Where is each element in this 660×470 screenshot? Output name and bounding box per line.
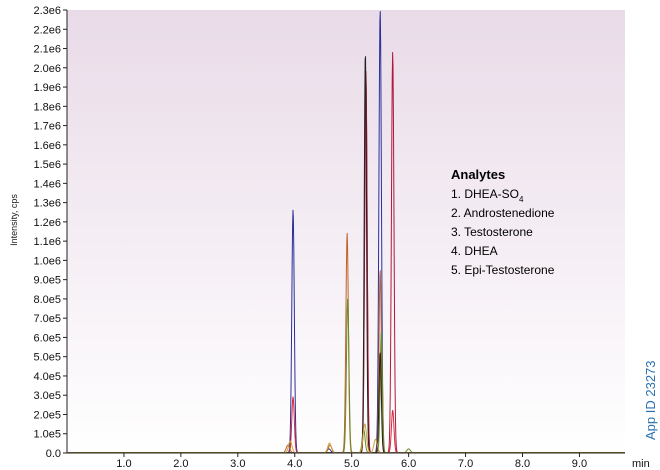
x-axis-unit-label: min	[632, 458, 650, 470]
y-tick-label: 5.0e5	[33, 352, 61, 364]
y-tick-label: 7.0e5	[33, 313, 61, 325]
y-axis-ticks: 0.0 1.0e5 2.0e5 3.0e5 4.0e5 5.0e5 6.0e5 7.0e5 8.…	[33, 5, 67, 460]
legend-item-4: 4. DHEA	[451, 244, 498, 258]
y-tick-label: 1.2e6	[33, 217, 61, 229]
y-tick-label: 0.0	[46, 448, 61, 460]
y-tick-label: 6.0e5	[33, 332, 61, 344]
y-tick-label: 2.0e6	[33, 63, 61, 75]
app-id-label: App ID 23273	[643, 360, 658, 440]
y-tick-label: 2.3e6	[33, 5, 61, 17]
y-tick-label: 1.5e6	[33, 159, 61, 171]
y-tick-label: 1.1e6	[33, 236, 61, 248]
legend-title: Analytes	[451, 167, 505, 182]
y-tick-label: 4.0e5	[33, 371, 61, 383]
y-tick-label: 9.0e5	[33, 275, 61, 287]
y-tick-label: 1.8e6	[33, 101, 61, 113]
y-tick-label: 3.0e5	[33, 390, 61, 402]
y-tick-label: 2.0e5	[33, 409, 61, 421]
x-tick-label: 8.0	[515, 458, 530, 470]
legend-item-2: 2. Androstenedione	[451, 206, 555, 220]
x-tick-label: 5.0	[344, 458, 359, 470]
y-tick-label: 8.0e5	[33, 294, 61, 306]
x-tick-label: 9.0	[572, 458, 587, 470]
x-tick-label: 1.0	[116, 458, 131, 470]
y-tick-label: 2.1e6	[33, 44, 61, 56]
x-tick-label: 3.0	[230, 458, 245, 470]
y-tick-label: 1.4e6	[33, 178, 61, 190]
x-tick-label: 4.0	[287, 458, 302, 470]
y-tick-label: 1.3e6	[33, 198, 61, 210]
y-tick-label: 1.0e6	[33, 255, 61, 267]
legend-item-3: 3. Testosterone	[451, 225, 533, 239]
legend-item-1-subscript: 4	[519, 195, 524, 204]
x-tick-label: 2.0	[173, 458, 188, 470]
y-tick-label: 1.0e5	[33, 429, 61, 441]
legend: Analytes 1. DHEA-SO4 2. Androstenedione …	[451, 167, 555, 277]
y-tick-label: 1.9e6	[33, 82, 61, 94]
y-axis-label: Intensity, cps	[9, 194, 19, 246]
legend-item-5: 5. Epi-Testosterone	[451, 263, 555, 277]
y-tick-label: 2.2e6	[33, 24, 61, 36]
x-axis-ticks: 1.0 2.0 3.0 4.0 5.0 6.0 7.0 8.0 9.0	[116, 453, 587, 470]
x-tick-label: 7.0	[458, 458, 473, 470]
legend-item-1-main: 1. DHEA-SO	[451, 187, 519, 201]
y-tick-label: 1.6e6	[33, 140, 61, 152]
legend-item-1: 1. DHEA-SO4	[451, 187, 524, 204]
x-tick-label: 6.0	[401, 458, 416, 470]
y-tick-label: 1.7e6	[33, 121, 61, 133]
